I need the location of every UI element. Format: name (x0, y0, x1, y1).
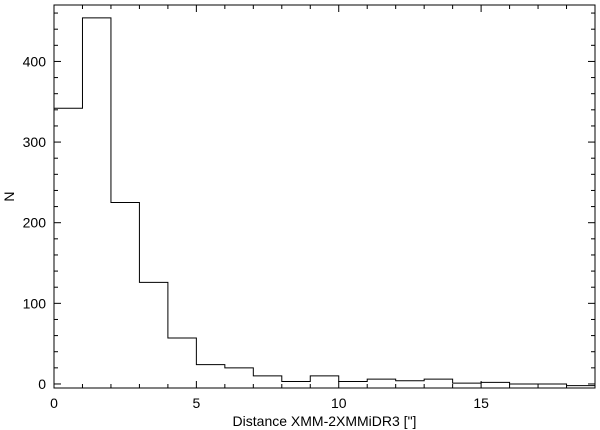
x-tick-label: 10 (331, 395, 347, 411)
histogram-bar (168, 338, 196, 384)
histogram-bar (111, 203, 139, 384)
x-tick-label: 15 (473, 395, 489, 411)
x-tick-label: 5 (192, 395, 200, 411)
histogram-bar (367, 379, 395, 384)
histogram-step-outline (54, 17, 595, 387)
histogram-bars (54, 18, 510, 384)
histogram-bar (196, 365, 224, 384)
axis-tick-labels: 0 5 10 15 0 100 200 300 400 (23, 53, 489, 411)
y-tick-label: 200 (23, 215, 47, 231)
y-axis-label: N (1, 191, 17, 201)
axis-ticks (53, 5, 596, 388)
plot-frame (53, 4, 596, 389)
y-tick-label: 0 (38, 376, 46, 392)
histogram-bar (54, 108, 82, 384)
y-tick-label: 300 (23, 134, 47, 150)
histogram-bar (424, 379, 452, 384)
histogram-bar (82, 18, 110, 384)
histogram-bar (310, 376, 338, 384)
histogram-bar (139, 282, 167, 384)
histogram-bar (225, 368, 253, 384)
x-tick-label: 0 (50, 395, 58, 411)
histogram-bar (253, 376, 281, 384)
x-axis-label: Distance XMM-2XMMiDR3 ["] (233, 413, 417, 429)
y-tick-label: 400 (23, 53, 47, 69)
y-tick-label: 100 (23, 295, 47, 311)
